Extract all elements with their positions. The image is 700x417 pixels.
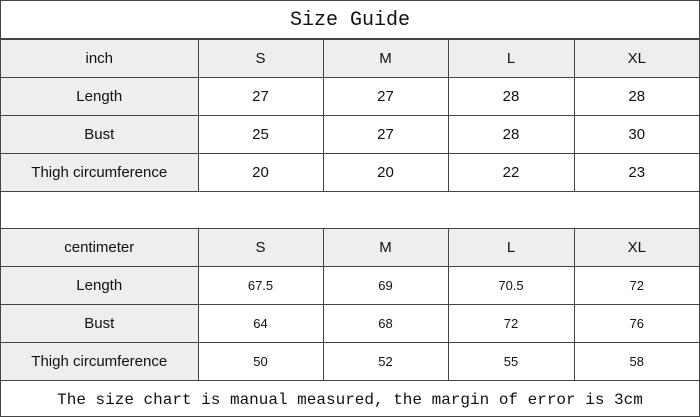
measurement-cell: 70.5 bbox=[447, 266, 575, 305]
measurement-cell: 27 bbox=[322, 115, 449, 154]
measurement-cell: 58 bbox=[573, 342, 699, 381]
inch-size-table: inch S M L XL Length 27 27 28 28 Bust 25 27 28 30 Thigh… bbox=[1, 39, 699, 192]
size-header: L bbox=[447, 39, 575, 78]
table-row: Length 27 27 28 28 bbox=[1, 77, 699, 116]
page-title: Size Guide bbox=[1, 1, 699, 39]
measurement-cell: 76 bbox=[573, 304, 699, 343]
unit-header: centimeter bbox=[1, 228, 199, 267]
row-label: Thigh circumference bbox=[1, 342, 199, 381]
table-row: Bust 64 68 72 76 bbox=[1, 304, 699, 343]
row-label: Length bbox=[1, 77, 199, 116]
size-header: XL bbox=[573, 228, 699, 267]
table-row: Length 67.5 69 70.5 72 bbox=[1, 266, 699, 305]
measurement-cell: 27 bbox=[197, 77, 324, 116]
measurement-cell: 28 bbox=[447, 115, 575, 154]
size-header: M bbox=[322, 228, 449, 267]
size-header: XL bbox=[573, 39, 699, 78]
measurement-cell: 27 bbox=[322, 77, 449, 116]
footer-note: The size chart is manual measured, the m… bbox=[57, 391, 643, 409]
measurement-cell: 50 bbox=[197, 342, 324, 381]
table-row: Thigh circumference 20 20 22 23 bbox=[1, 153, 699, 192]
row-label: Length bbox=[1, 266, 199, 305]
table-row: Bust 25 27 28 30 bbox=[1, 115, 699, 154]
measurement-cell: 52 bbox=[322, 342, 449, 381]
measurement-cell: 67.5 bbox=[197, 266, 324, 305]
measurement-cell: 23 bbox=[573, 153, 699, 192]
row-label: Thigh circumference bbox=[1, 153, 199, 192]
measurement-cell: 28 bbox=[573, 77, 699, 116]
size-header: M bbox=[322, 39, 449, 78]
measurement-cell: 25 bbox=[197, 115, 324, 154]
measurement-cell: 69 bbox=[322, 266, 449, 305]
row-label: Bust bbox=[1, 304, 199, 343]
size-header: L bbox=[447, 228, 575, 267]
row-label: Bust bbox=[1, 115, 199, 154]
measurement-cell: 20 bbox=[322, 153, 449, 192]
measurement-cell: 64 bbox=[197, 304, 324, 343]
unit-header: inch bbox=[1, 39, 199, 78]
measurement-cell: 72 bbox=[573, 266, 699, 305]
header-row: inch S M L XL bbox=[1, 39, 699, 78]
measurement-cell: 20 bbox=[197, 153, 324, 192]
table-row: Thigh circumference 50 52 55 58 bbox=[1, 342, 699, 381]
size-header: S bbox=[197, 228, 324, 267]
measurement-cell: 72 bbox=[447, 304, 575, 343]
measurement-cell: 30 bbox=[573, 115, 699, 154]
measurement-cell: 28 bbox=[447, 77, 575, 116]
header-row: centimeter S M L XL bbox=[1, 228, 699, 267]
measurement-cell: 68 bbox=[322, 304, 449, 343]
centimeter-size-table: centimeter S M L XL Length 67.5 69 70.5 72 Bust 64 6… bbox=[1, 228, 699, 381]
measurement-cell: 22 bbox=[447, 153, 575, 192]
size-header: S bbox=[197, 39, 324, 78]
measurement-cell: 55 bbox=[447, 342, 575, 381]
